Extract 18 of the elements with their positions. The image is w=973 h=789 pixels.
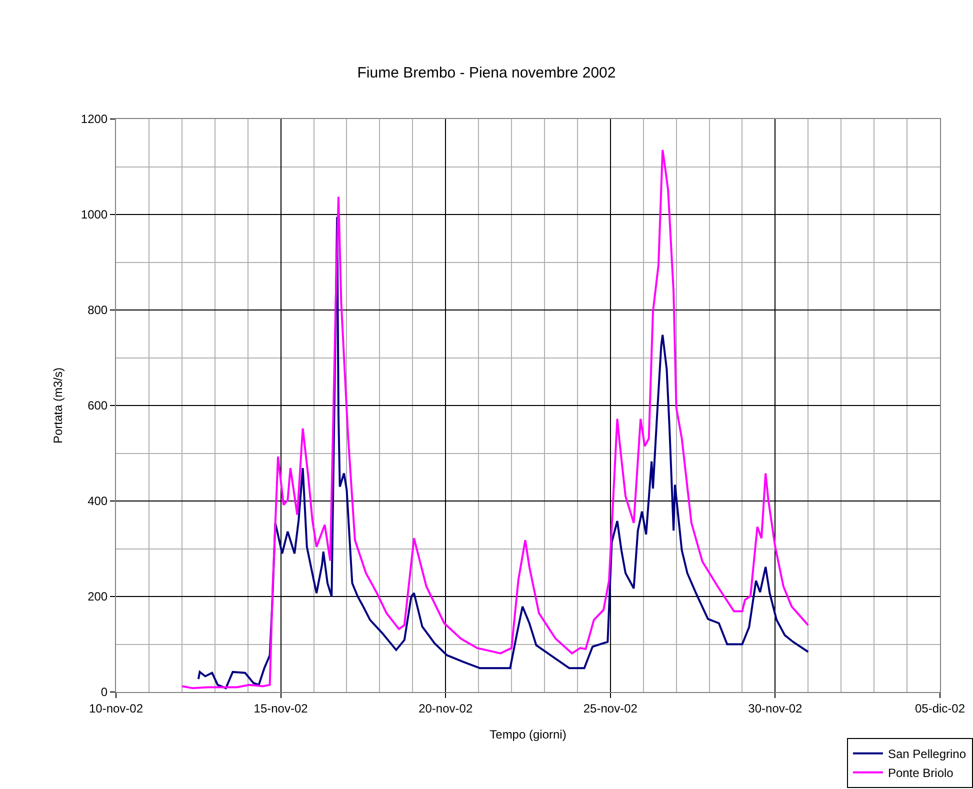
y-tick-label: 400 [88, 494, 108, 508]
x-tick-label: 10-nov-02 [88, 701, 144, 716]
y-tick-label: 0 [100, 685, 108, 700]
legend-label: Ponte Briolo [888, 766, 954, 780]
x-tick-label: 05-dic-02 [914, 701, 966, 716]
x-tick-label: 30-nov-02 [748, 701, 803, 716]
y-tick-label: 1200 [80, 112, 108, 126]
legend-label: San Pellegrino [888, 747, 966, 762]
x-tick-label: 25-nov-02 [583, 701, 638, 716]
x-axis-title: Tempo (giorni) [490, 727, 566, 742]
y-tick-label: 200 [88, 590, 108, 604]
x-tick-label: 15-nov-02 [254, 701, 308, 716]
y-axis-title: Portata (m3/s) [51, 367, 66, 444]
x-tick-label: 20-nov-02 [418, 701, 473, 716]
chart-title: Fiume Brembo - Piena novembre 2002 [357, 64, 616, 82]
y-tick-label: 1000 [80, 208, 108, 222]
y-tick-label: 800 [88, 303, 108, 318]
y-tick-label: 600 [88, 398, 108, 413]
